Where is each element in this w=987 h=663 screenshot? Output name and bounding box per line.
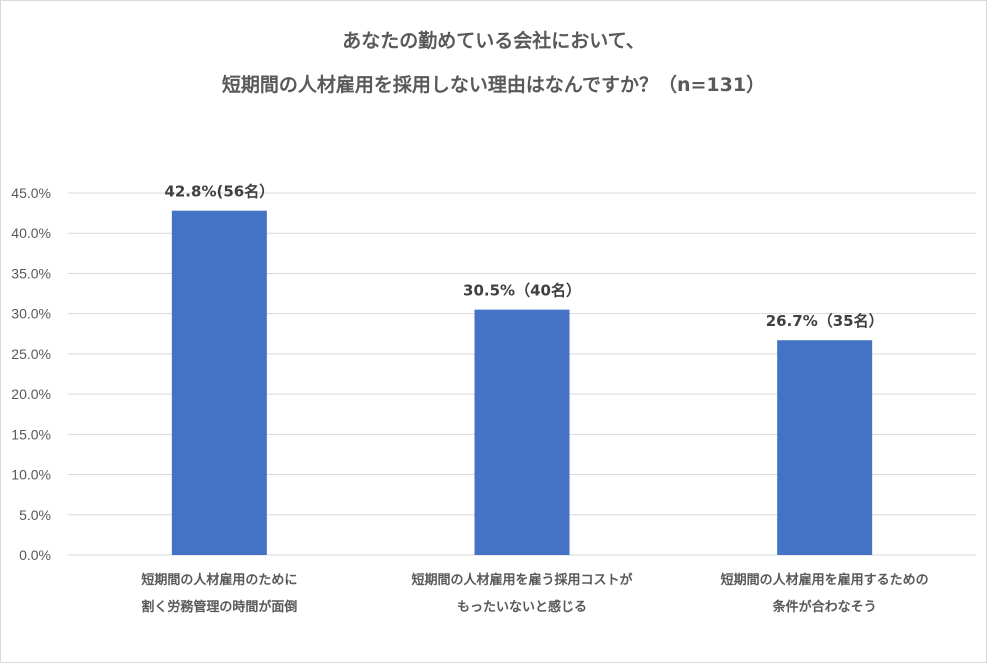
y-tick-label: 25.0% [11,346,51,362]
chart-title-line-2: 短期間の人材雇用を採用しない理由はなんですか？（n=131） [221,74,766,96]
category-label: 短期間の人材雇用を雇用するための [721,572,929,588]
category-label: 短期間の人材雇用のために [141,572,297,588]
y-tick-label: 0.0% [19,547,51,563]
bar [777,340,873,555]
category-label: もったいないと感じる [457,599,587,615]
y-tick-label: 35.0% [11,265,51,281]
category-label: 割く労務管理の時間が面倒 [141,599,297,615]
data-label: 42.8%(56名） [164,183,274,201]
category-label: 条件が合わなそう [773,599,877,615]
y-tick-label: 45.0% [11,185,51,201]
y-tick-label: 20.0% [11,386,51,402]
y-tick-label: 10.0% [11,467,51,483]
y-tick-label: 30.0% [11,306,51,322]
bar [474,309,570,555]
data-label: 26.7%（35名） [766,312,884,330]
category-label: 短期間の人材雇用を雇う採用コストが [411,572,632,588]
chart-title-line-1: あなたの勤めている会社において、 [342,30,645,52]
y-tick-label: 15.0% [11,426,51,442]
y-tick-label: 40.0% [11,225,51,241]
bar [171,210,267,555]
y-tick-label: 5.0% [19,507,51,523]
data-label: 30.5%（40名） [463,282,581,300]
